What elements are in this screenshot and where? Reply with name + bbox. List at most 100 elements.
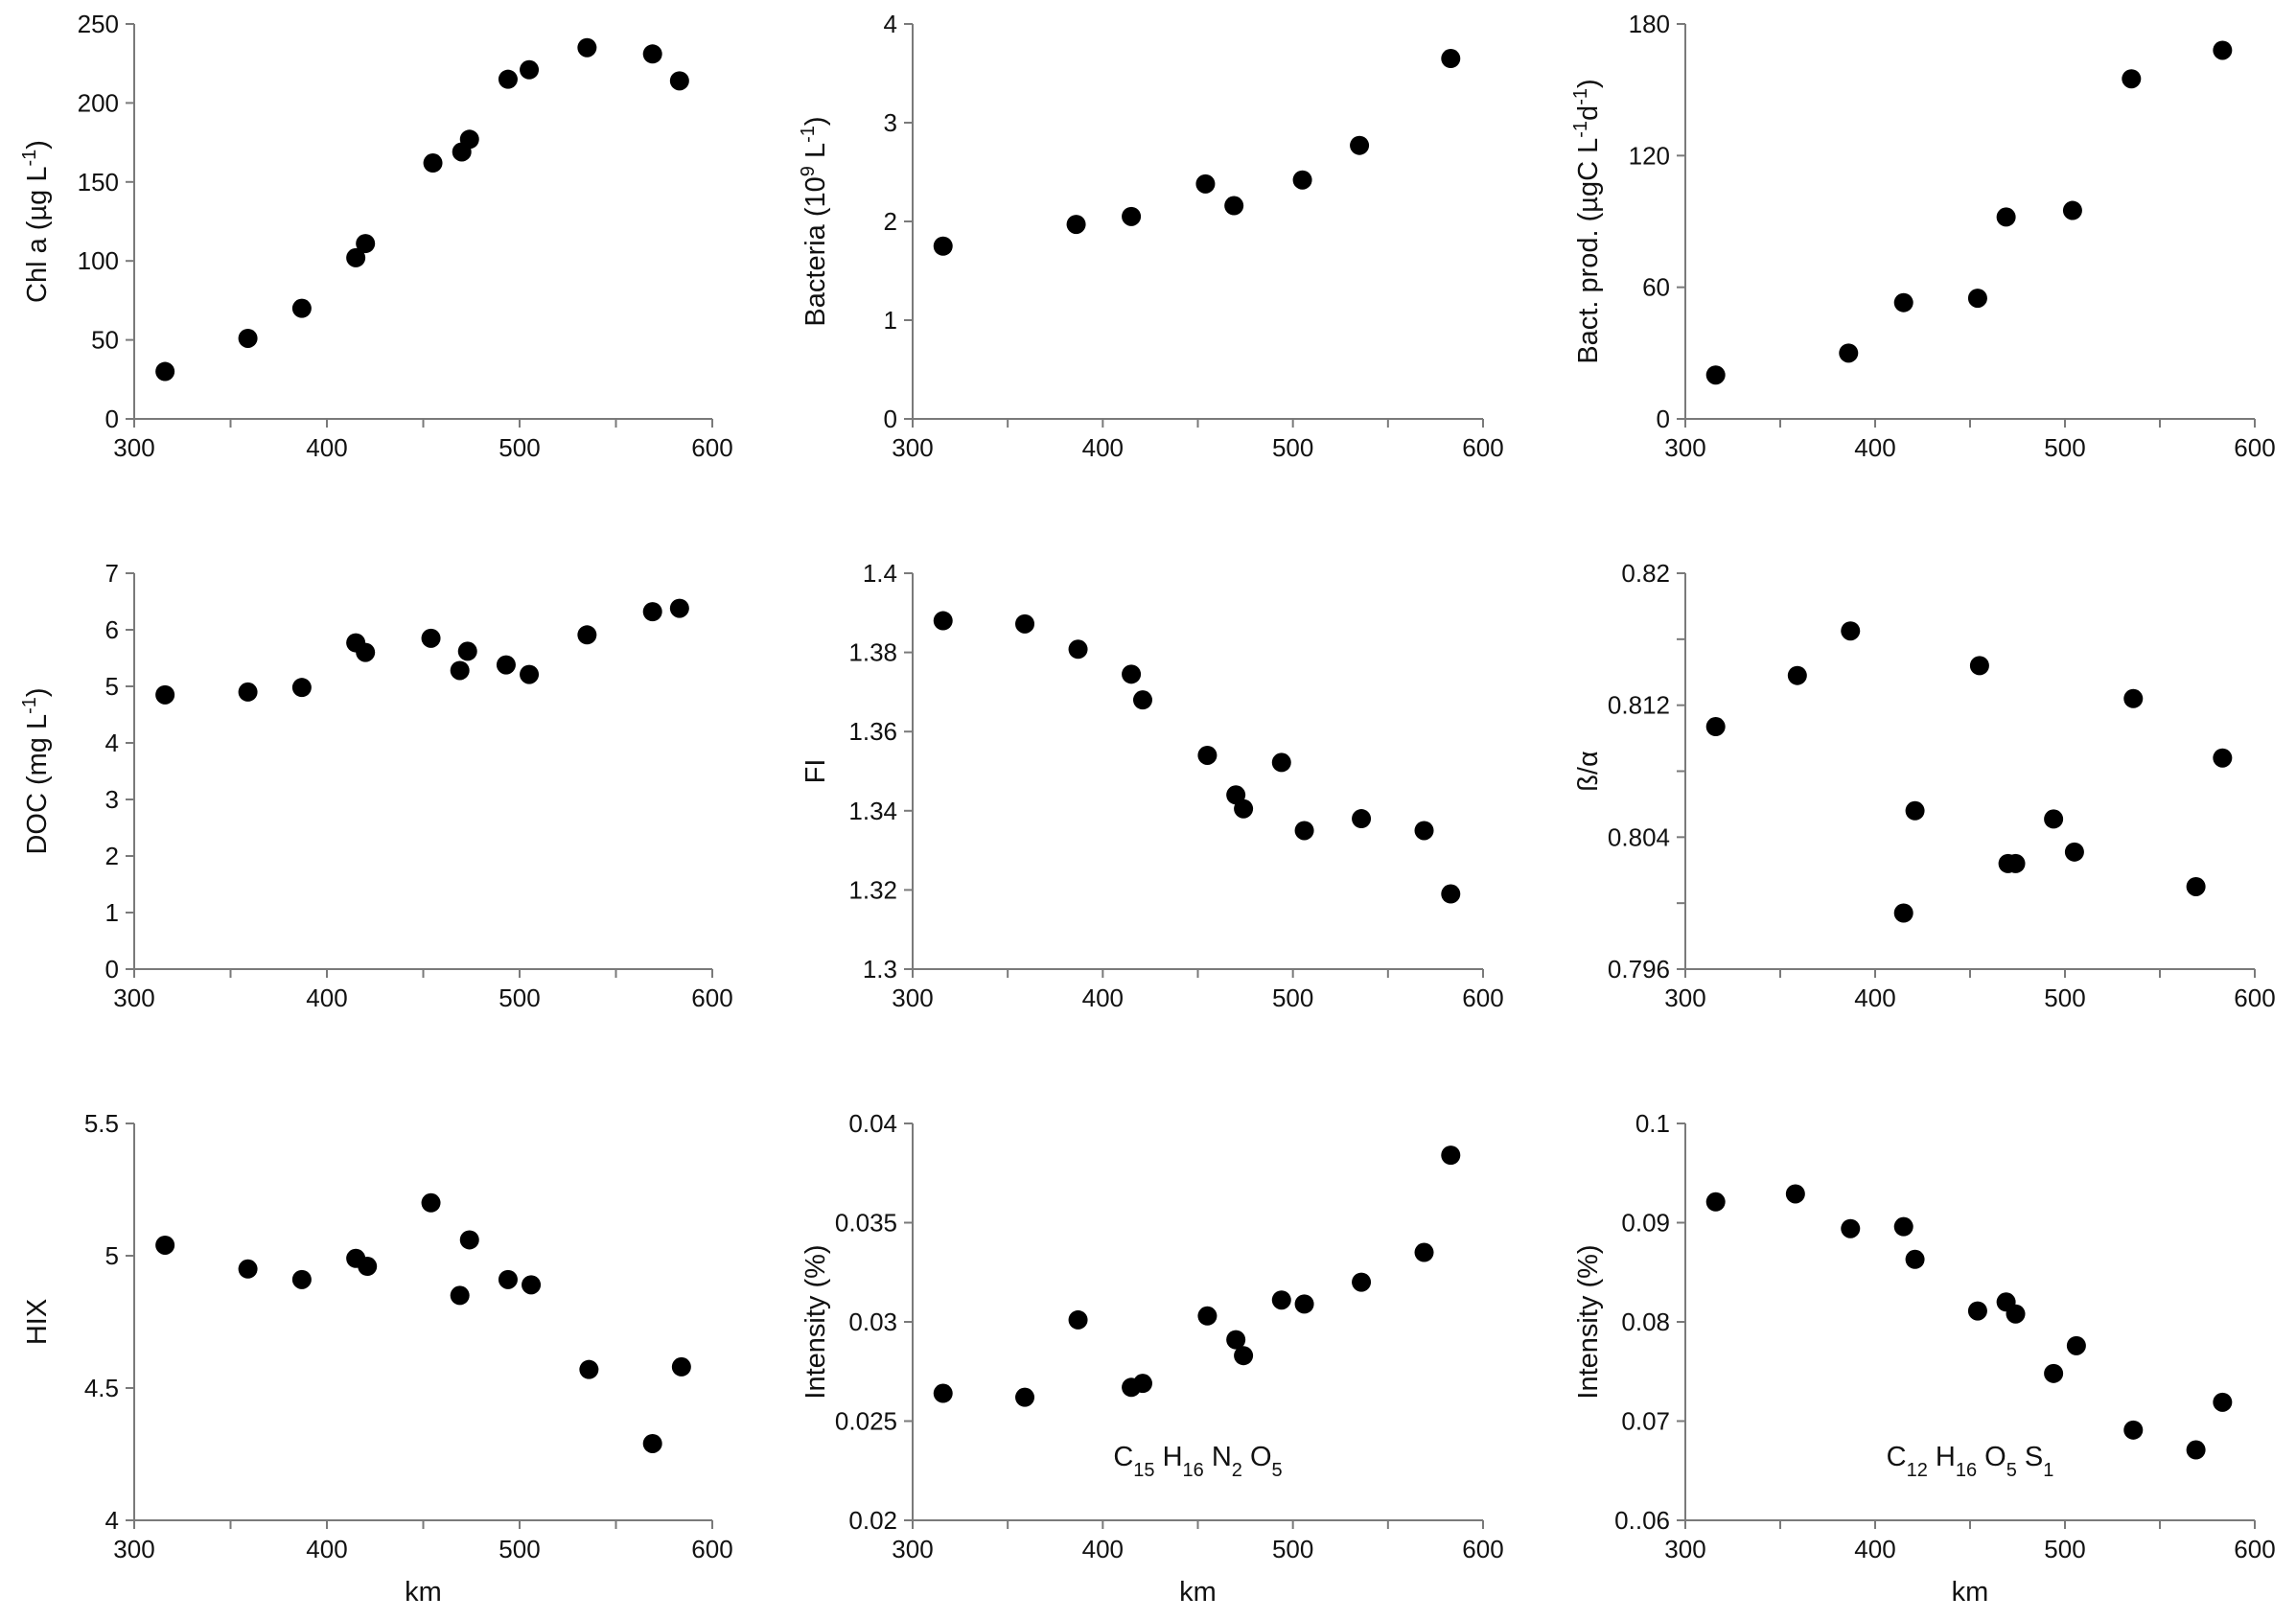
y-tick-label: 0.08: [1621, 1308, 1670, 1336]
x-tick-label: 600: [691, 1535, 732, 1563]
x-tick-label: 400: [1082, 433, 1124, 462]
data-point: [358, 1257, 378, 1277]
y-tick-label: 0.796: [1608, 955, 1670, 984]
chart-panel-hix: 4 4.5 5 5.5 300 400 500 600 HIX km: [22, 1109, 733, 1608]
x-tick-label: 300: [892, 433, 933, 462]
data-point: [1969, 656, 1989, 676]
data-point: [1441, 1146, 1461, 1166]
y-axis-title-part: d: [1573, 105, 1604, 121]
formula-annotation-part: 15: [1133, 1460, 1154, 1481]
data-point: [669, 71, 689, 91]
data-point: [522, 1275, 542, 1295]
chart-panel-doc: 0 1 2 3 4 5 6 7 300 400 500 600 DOC (mg L-1): [19, 559, 733, 1012]
x-tick-label: 300: [1664, 433, 1705, 462]
data-point: [238, 682, 258, 702]
y-tick-label: 2: [105, 842, 119, 870]
x-tick-label: 500: [1272, 433, 1313, 462]
y-tick-label: 4.5: [84, 1374, 119, 1402]
data-point: [155, 684, 175, 705]
y-axis-title-part: -1: [1570, 121, 1591, 138]
chart-panel-chla: 0 50 100 150 200 250 300 400 500 600 Chl a (µg L-1…: [19, 10, 733, 462]
y-tick-label: 0.035: [835, 1209, 897, 1238]
y-tick-label: 0: [884, 405, 897, 433]
data-point: [1132, 1374, 1152, 1394]
x-axis-title: km: [405, 1577, 442, 1608]
data-point: [356, 642, 376, 662]
data-point: [2064, 842, 2084, 862]
y-tick-label: 60: [1642, 273, 1670, 302]
x-tick-label: 300: [113, 1535, 154, 1563]
x-tick-label: 600: [2234, 1535, 2275, 1563]
y-axis-title: DOC (mg L-1): [19, 687, 53, 854]
y-axis-title-part: 9: [798, 166, 819, 176]
x-tick-label: 400: [306, 984, 347, 1012]
formula-annotation-part: 16: [1183, 1460, 1204, 1481]
y-axis-title-part: -1: [1570, 88, 1591, 105]
data-point: [1350, 135, 1370, 155]
x-tick-label: 400: [306, 433, 347, 462]
y-axis-title-part: ): [1573, 79, 1604, 88]
x-tick-label: 500: [2044, 433, 2085, 462]
data-point: [1294, 821, 1314, 841]
data-point: [1224, 196, 1244, 216]
data-point: [520, 59, 540, 80]
formula-annotation: C15 H16 N2 O5: [1113, 1442, 1282, 1481]
data-point: [2123, 688, 2144, 708]
y-axis-title-part: -1: [798, 126, 819, 143]
data-point: [291, 678, 312, 698]
y-tick-label: 0.812: [1608, 691, 1670, 720]
x-axis-title: km: [1952, 1577, 1989, 1608]
data-point: [1352, 809, 1372, 829]
data-point: [1122, 206, 1142, 226]
data-point: [1195, 174, 1216, 194]
x-tick-label: 600: [1462, 433, 1503, 462]
data-point: [421, 1192, 441, 1213]
y-tick-label: 0.04: [848, 1109, 897, 1138]
y-tick-label: 3: [884, 108, 897, 137]
data-point: [642, 1433, 662, 1453]
x-tick-label: 500: [2044, 1535, 2085, 1563]
y-axis-title-part: Intensity (%): [800, 1244, 831, 1399]
data-point: [1015, 1387, 1035, 1407]
chart-panel-intensity-c12: 0..06 0.07 0.08 0.09 0.1 300 400 500 600 Intensit…: [1573, 1109, 2276, 1608]
data-point: [1068, 639, 1088, 660]
data-point: [933, 611, 953, 631]
y-axis-title-part: FI: [800, 759, 831, 784]
formula-annotation-part: H: [1928, 1442, 1956, 1472]
chart-panel-beta-alpha: 0.796 0.804 0.812 0.82 300 400 500 600 ß/α: [1573, 559, 2276, 1012]
data-point: [1294, 1294, 1314, 1314]
data-point: [933, 236, 953, 256]
y-axis-title-part: Bact. prod. (µgC L: [1573, 138, 1604, 364]
y-axis-title-part: Intensity (%): [1573, 1244, 1604, 1399]
data-point: [1197, 745, 1218, 765]
y-tick-label: 2: [884, 207, 897, 236]
x-tick-label: 600: [2234, 984, 2275, 1012]
data-point: [1787, 665, 1807, 685]
data-point: [421, 628, 441, 648]
y-tick-label: 6: [105, 615, 119, 644]
y-tick-label: 0.1: [1635, 1109, 1670, 1138]
y-tick-label: 0: [1657, 405, 1670, 433]
y-tick-label: 0: [105, 955, 119, 984]
y-tick-label: 100: [78, 246, 119, 275]
data-point: [1132, 690, 1152, 710]
data-point: [1441, 49, 1461, 69]
y-tick-label: 5.5: [84, 1109, 119, 1138]
data-point: [1271, 752, 1291, 773]
data-point: [1234, 1346, 1254, 1366]
data-point: [346, 247, 366, 267]
chart-panel-fi: 1.3 1.32 1.34 1.36 1.38 1.4 300 400 500 600 FI: [800, 559, 1504, 1012]
y-tick-label: 4: [105, 729, 119, 757]
data-point: [1785, 1184, 1805, 1204]
y-axis-title-part: ): [800, 116, 831, 126]
data-point: [1996, 207, 2016, 227]
x-tick-label: 300: [113, 433, 154, 462]
y-tick-label: 50: [91, 326, 119, 355]
data-point: [2066, 1335, 2086, 1355]
data-point: [1841, 621, 1861, 641]
y-tick-label: 3: [105, 785, 119, 814]
y-tick-label: 120: [1629, 141, 1670, 170]
data-point: [671, 1356, 691, 1377]
y-axis-title-part: Bacteria (10: [800, 176, 831, 326]
